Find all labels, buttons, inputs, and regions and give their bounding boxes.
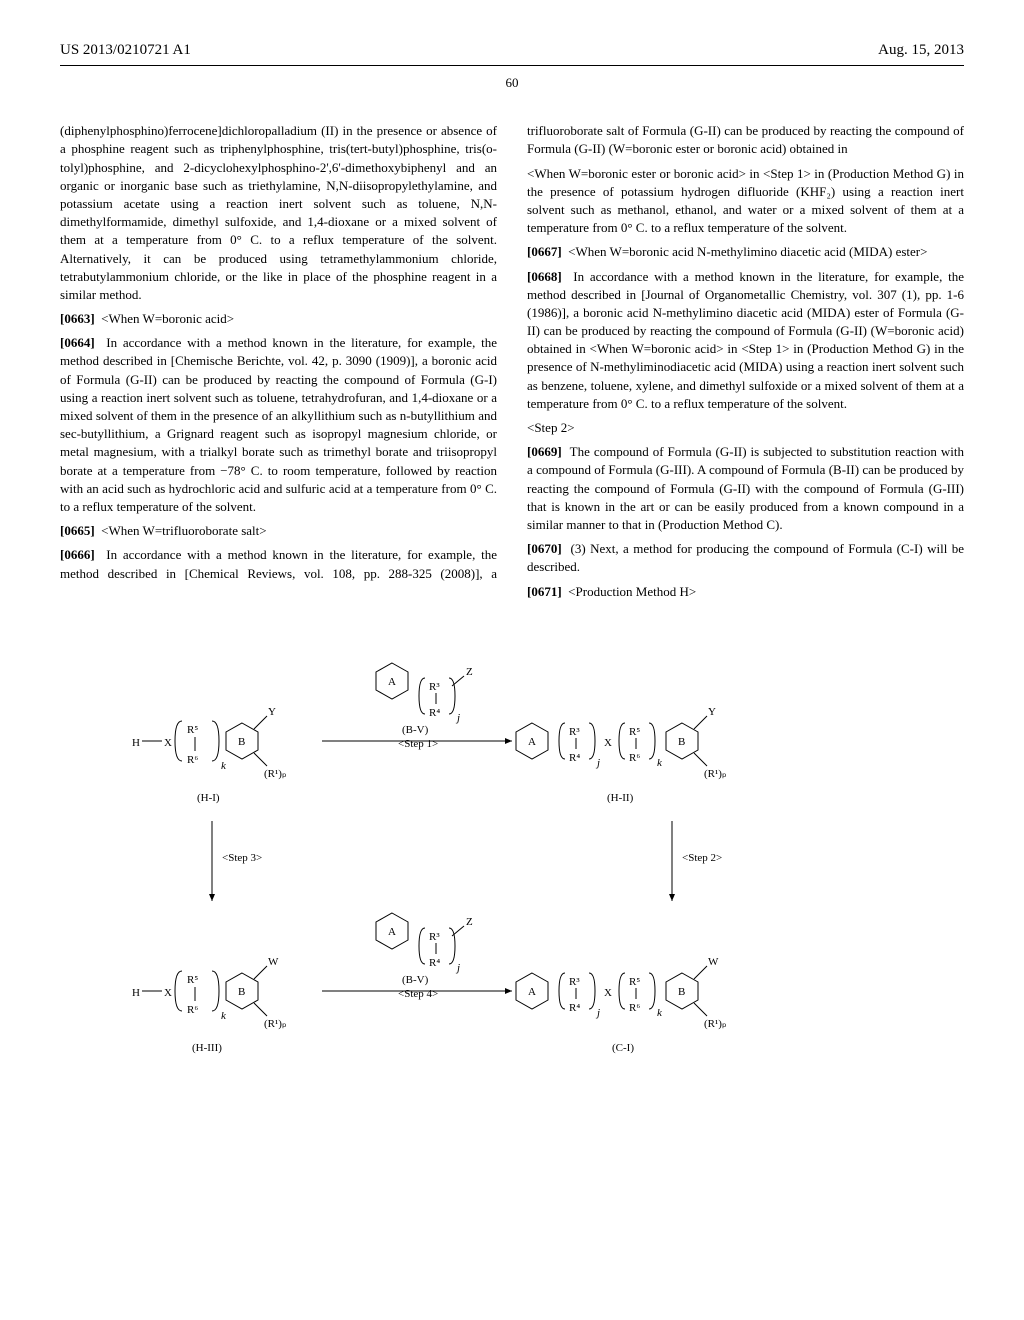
label-j: j (595, 1007, 600, 1019)
label-A: A (388, 676, 396, 688)
label-k: k (221, 1010, 227, 1022)
para-num: [0669] (527, 444, 562, 459)
body-text: (diphenylphosphino)ferrocene]dichloropal… (60, 122, 964, 601)
label-step2: <Step 2> (682, 852, 722, 864)
label-Z: Z (466, 916, 473, 928)
label-W: W (708, 956, 719, 968)
label-R5: R⁵ (629, 976, 640, 988)
label-HII: (H-II) (607, 792, 634, 804)
label-Y: Y (268, 706, 276, 718)
label-R1p: (R¹)ₚ (704, 1018, 727, 1030)
label-X: X (604, 737, 612, 749)
label-R4: R⁴ (429, 957, 440, 969)
paragraph: [0669] The compound of Formula (G-II) is… (527, 443, 964, 534)
label-X: X (604, 987, 612, 999)
paragraph: [0664] In accordance with a method known… (60, 334, 497, 516)
label-Y: Y (708, 706, 716, 718)
para-text: (3) Next, a method for producing the com… (527, 541, 964, 574)
label-Z: Z (466, 666, 473, 678)
label-H: H (132, 737, 140, 749)
scheme-svg: H X R⁵ R⁶ k B Y (R¹)ₚ (H-I) A R³ (112, 631, 912, 1111)
label-j: j (455, 962, 460, 974)
label-B: B (678, 736, 685, 748)
para-text: <When W=boronic acid N-methylimino diace… (568, 244, 927, 259)
label-R6: R⁶ (629, 752, 640, 764)
page-number: 60 (60, 74, 964, 92)
label-B: B (238, 986, 245, 998)
label-R6: R⁶ (629, 1002, 640, 1014)
label-HIII: (H-III) (192, 1042, 222, 1054)
doc-number: US 2013/0210721 A1 (60, 40, 191, 61)
para-text: <When W=trifluoroborate salt> (101, 523, 266, 538)
paragraph: (diphenylphosphino)ferrocene]dichloropal… (60, 122, 497, 304)
label-step3: <Step 3> (222, 852, 262, 864)
para-num: [0667] (527, 244, 562, 259)
label-R4: R⁴ (569, 752, 580, 764)
label-step1: <Step 1> (398, 738, 438, 750)
label-R5: R⁵ (187, 974, 198, 986)
label-R1p: (R¹)ₚ (264, 1018, 287, 1030)
para-num: [0666] (60, 547, 95, 562)
paragraph: [0671] <Production Method H> (527, 583, 964, 601)
paragraph: [0670] (3) Next, a method for producing … (527, 540, 964, 576)
label-BV: (B-V) (402, 974, 429, 986)
label-B: B (238, 736, 245, 748)
label-B: B (678, 986, 685, 998)
label-R3: R³ (429, 681, 440, 693)
para-num: [0671] (527, 584, 562, 599)
label-X: X (164, 737, 172, 749)
para-text: In accordance with a method known in the… (527, 269, 964, 411)
label-R4: R⁴ (429, 707, 440, 719)
label-k: k (657, 1007, 663, 1019)
page-header: US 2013/0210721 A1 Aug. 15, 2013 (60, 40, 964, 66)
paragraph: [0667] <When W=boronic acid N-methylimin… (527, 243, 964, 261)
para-text: The compound of Formula (G-II) is subjec… (527, 444, 964, 532)
para-num: [0668] (527, 269, 562, 284)
para-num: [0665] (60, 523, 95, 538)
label-HI: (H-I) (197, 792, 220, 804)
paragraph: [0663] <When W=boronic acid> (60, 310, 497, 328)
label-R5: R⁵ (629, 726, 640, 738)
label-step4: <Step 4> (398, 988, 438, 1000)
paragraph: <When W=boronic ester or boronic acid> i… (527, 165, 964, 238)
label-R6: R⁶ (187, 1004, 198, 1016)
step-heading: <Step 2> (527, 419, 964, 437)
label-H: H (132, 987, 140, 999)
para-num: [0663] (60, 311, 95, 326)
label-R1p: (R¹)ₚ (704, 768, 727, 780)
label-R4: R⁴ (569, 1002, 580, 1014)
label-CI: (C-I) (612, 1042, 634, 1054)
para-text: <When W=boronic acid> (101, 311, 234, 326)
label-R3: R³ (569, 726, 580, 738)
label-A: A (528, 986, 536, 998)
label-j: j (595, 757, 600, 769)
paragraph: [0668] In accordance with a method known… (527, 268, 964, 414)
label-R5: R⁵ (187, 724, 198, 736)
label-R6: R⁶ (187, 754, 198, 766)
doc-date: Aug. 15, 2013 (878, 40, 964, 61)
reaction-scheme: H X R⁵ R⁶ k B Y (R¹)ₚ (H-I) A R³ (60, 631, 964, 1116)
label-W: W (268, 956, 279, 968)
label-X: X (164, 987, 172, 999)
para-num: [0670] (527, 541, 562, 556)
label-A: A (528, 736, 536, 748)
label-k: k (657, 757, 663, 769)
label-R3: R³ (569, 976, 580, 988)
label-R3: R³ (429, 931, 440, 943)
label-k: k (221, 760, 227, 772)
para-text: <Production Method H> (568, 584, 696, 599)
para-num: [0664] (60, 335, 95, 350)
label-j: j (455, 712, 460, 724)
label-BV: (B-V) (402, 724, 429, 736)
label-R1p: (R¹)ₚ (264, 768, 287, 780)
label-A: A (388, 926, 396, 938)
para-text: In accordance with a method known in the… (60, 335, 497, 514)
paragraph: [0665] <When W=trifluoroborate salt> (60, 522, 497, 540)
